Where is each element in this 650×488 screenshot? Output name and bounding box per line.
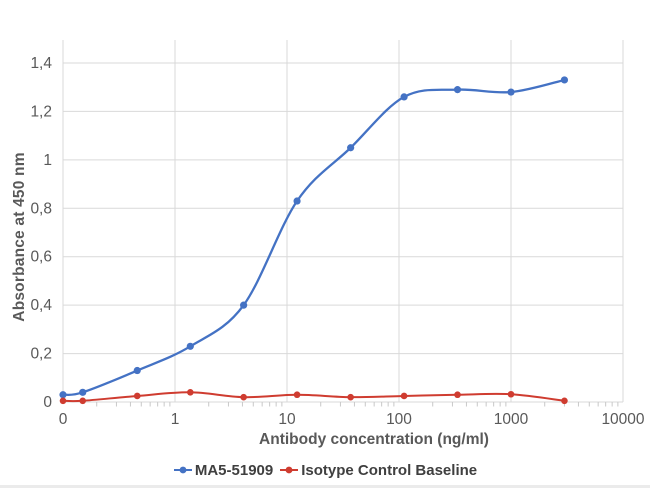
data-point — [240, 301, 248, 309]
data-point — [187, 389, 194, 396]
data-point — [133, 366, 141, 375]
data-point — [347, 144, 355, 152]
legend: MA5-51909 Isotype Control Baseline — [0, 459, 650, 481]
data-point — [293, 197, 301, 205]
y-tick-label: 0,4 — [30, 297, 52, 314]
legend-label: Isotype Control Baseline — [301, 461, 478, 479]
data-point — [347, 393, 354, 401]
legend-marker-icon — [173, 466, 192, 474]
data-point — [79, 397, 87, 405]
y-tick-label: 0,8 — [30, 200, 52, 217]
data-point — [507, 88, 515, 96]
image-bottom-edge — [0, 485, 650, 488]
data-point — [59, 397, 67, 405]
legend-label: MA5-51909 — [194, 461, 274, 479]
data-point — [59, 391, 67, 399]
y-axis-title: Absorbance at 450 nm — [11, 152, 28, 322]
x-axis-title: Antibody concentration (ng/ml) — [259, 431, 489, 448]
legend-marker-icon — [280, 466, 299, 474]
series-Isotype Control Baseline — [59, 389, 568, 405]
plot-area: 0 0,2 0,4 0,6 0,8 1 1,2 1,4 0 1 10 100 1000 10000 — [30, 40, 645, 428]
data-point — [561, 397, 568, 405]
data-point — [560, 76, 569, 84]
series-MA5-51909 — [59, 76, 569, 399]
data-point — [133, 392, 141, 400]
y-tick-label: 1,4 — [30, 55, 52, 72]
x-tick-label: 1 — [171, 411, 180, 428]
x-tick-label: 10 — [278, 411, 296, 428]
y-tick-label: 0,6 — [30, 249, 52, 266]
data-point — [240, 393, 247, 401]
data-point — [293, 391, 301, 399]
data-point — [400, 93, 408, 101]
x-tick-label: 10000 — [601, 411, 644, 428]
x-tick-label: 100 — [386, 411, 412, 428]
y-tick-label: 1,2 — [30, 103, 52, 120]
data-point — [453, 86, 462, 94]
series-line — [61, 78, 566, 397]
data-point — [507, 390, 515, 398]
legend-item-ma5-51909: MA5-51909 — [173, 462, 273, 479]
data-point — [454, 391, 461, 399]
x-tick-label: 0 — [59, 411, 68, 428]
data-point — [79, 388, 87, 396]
y-tick-label: 0 — [43, 394, 52, 411]
data-point — [400, 392, 408, 400]
y-tick-label: 0,2 — [30, 346, 52, 363]
y-tick-label: 1 — [43, 152, 52, 169]
data-point — [186, 342, 194, 350]
x-tick-label: 1000 — [494, 411, 529, 428]
legend-item-isotype-control: Isotype Control Baseline — [279, 462, 477, 479]
